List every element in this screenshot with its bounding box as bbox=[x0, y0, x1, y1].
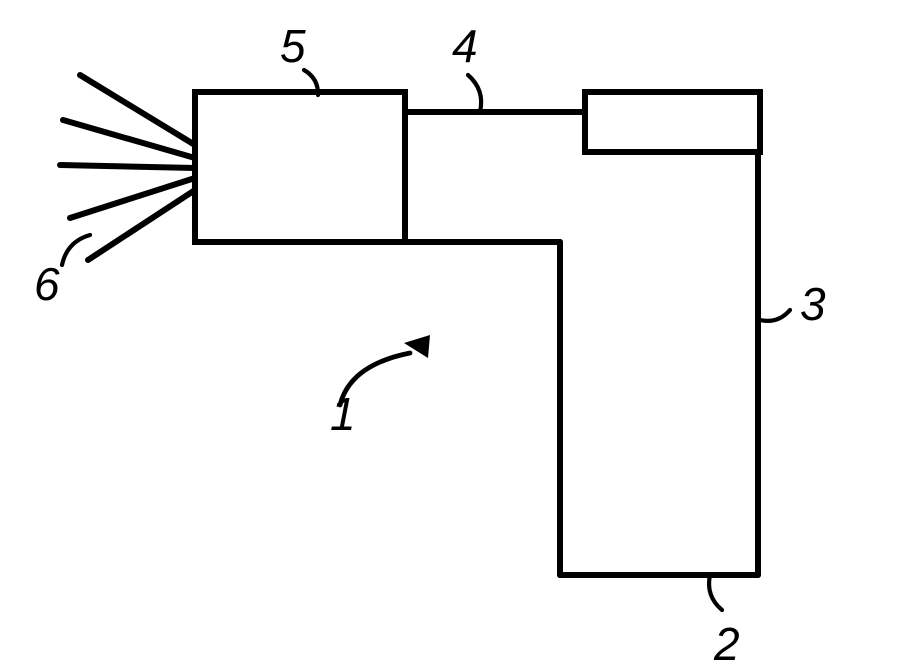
leader-l2 bbox=[709, 575, 722, 610]
label-l1: 1 bbox=[330, 388, 356, 440]
ray-4 bbox=[88, 190, 195, 260]
schematic-diagram: 1 2 3 4 5 6 bbox=[0, 0, 924, 671]
label-l2: 2 bbox=[713, 618, 740, 670]
label-l6: 6 bbox=[34, 258, 60, 310]
ray-3 bbox=[70, 178, 195, 218]
leader-l4 bbox=[468, 75, 481, 112]
box-top-right bbox=[585, 92, 760, 152]
leader-l3 bbox=[760, 310, 790, 321]
label-l5: 5 bbox=[280, 20, 306, 72]
box-5 bbox=[195, 92, 405, 242]
label-l3: 3 bbox=[800, 278, 826, 330]
ray-1 bbox=[63, 120, 195, 158]
label-l4: 4 bbox=[452, 20, 478, 72]
ray-0 bbox=[80, 75, 195, 145]
ray-2 bbox=[60, 165, 195, 168]
